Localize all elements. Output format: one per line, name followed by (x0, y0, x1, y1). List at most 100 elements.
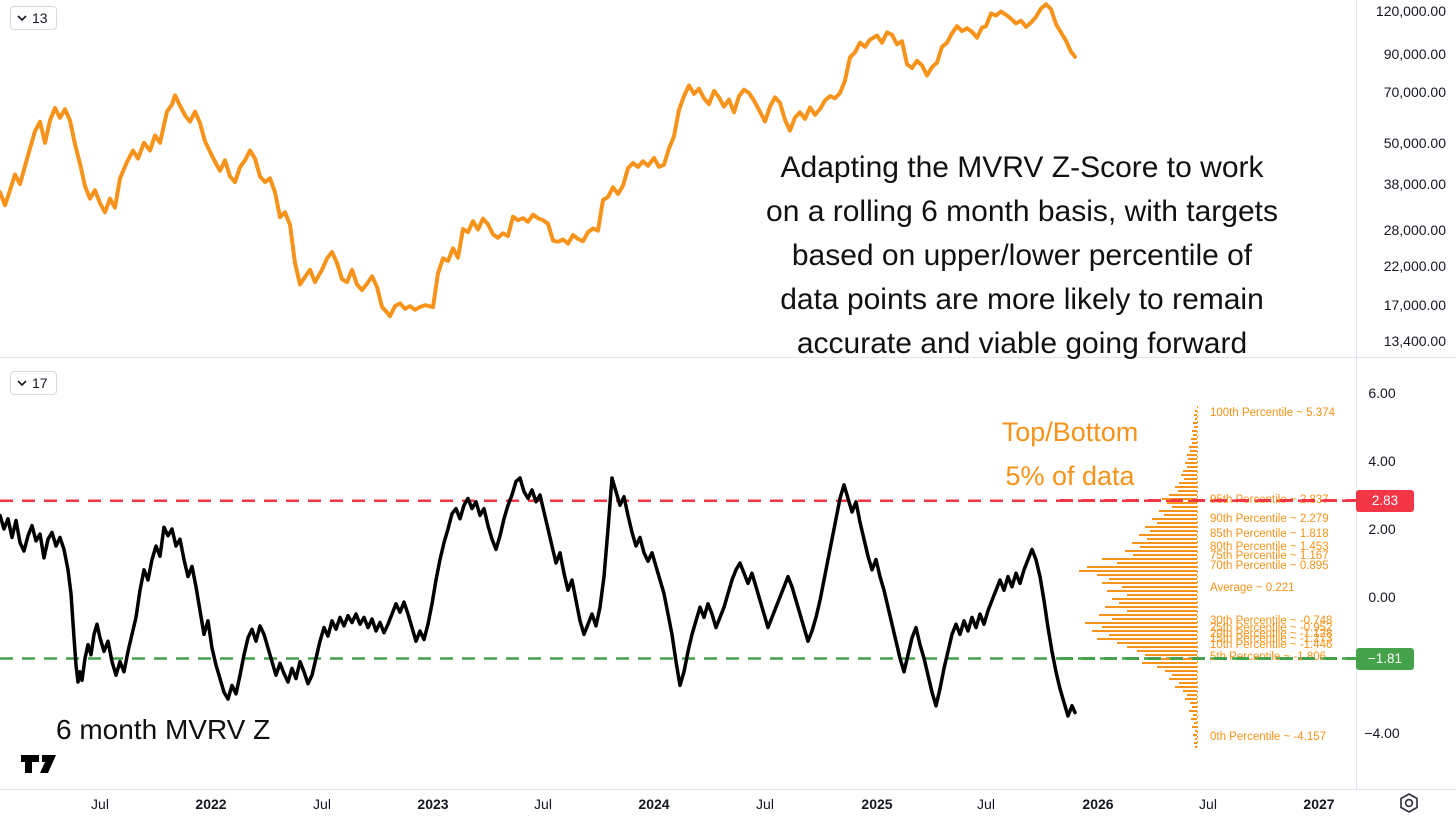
histogram-bar (1189, 710, 1197, 712)
z-axis-label: 0.00 (1368, 589, 1396, 605)
histogram-bar (1172, 506, 1197, 508)
histogram-bar (1193, 422, 1197, 424)
z-axis-label: 6.00 (1368, 385, 1396, 401)
histogram-bar (1192, 430, 1197, 432)
histogram-bar (1165, 670, 1197, 672)
histogram-bar (1169, 678, 1197, 680)
series-label-annotation[interactable]: 6 month MVRV Z (56, 714, 271, 745)
price-scale-divider (1356, 0, 1357, 789)
percentile-label: 15th Percentile ~ -1.273 (1210, 633, 1333, 645)
price-axis-label: 22,000.00 (1383, 258, 1446, 274)
histogram-bar (1195, 746, 1197, 748)
histogram-bar (1112, 598, 1197, 600)
histogram-bar (1169, 494, 1197, 496)
histogram-bar (1117, 642, 1197, 644)
percentile-label: 100th Percentile ~ 5.374 (1210, 407, 1335, 419)
histogram-bar (1125, 550, 1197, 552)
histogram-bar (1105, 606, 1197, 608)
histogram-bar (1187, 466, 1197, 468)
histogram-bar (1183, 470, 1197, 472)
top-bottom-note-line: Top/Bottom (1001, 417, 1139, 447)
lower-level-dash-overlay[interactable] (1060, 657, 1356, 660)
pane-2-collapse-badge[interactable]: 17 (10, 371, 57, 395)
time-axis-label: 2022 (195, 796, 227, 812)
histogram-bar (1122, 586, 1197, 588)
percentile-label: 85th Percentile ~ 1.818 (1210, 528, 1329, 540)
histogram-bar (1194, 414, 1197, 416)
pane-divider[interactable] (0, 357, 1456, 358)
histogram-bar (1117, 562, 1197, 564)
histogram-bar (1127, 610, 1197, 612)
percentile-label: 20th Percentile ~ -1.128 (1210, 628, 1333, 640)
time-axis-label: 2026 (1082, 796, 1114, 812)
main-note-annotation[interactable]: Adapting the MVRV Z-Score to work on a ro… (722, 146, 1322, 366)
z-axis-label: 4.00 (1368, 453, 1396, 469)
histogram-bar (1102, 558, 1197, 560)
percentile-label: 80th Percentile ~ 1.453 (1210, 541, 1329, 553)
upper-level-dash-overlay[interactable] (1060, 499, 1356, 502)
price-axis-label: 70,000.00 (1383, 84, 1446, 100)
histogram-bar (1102, 582, 1197, 584)
histogram-bar (1152, 518, 1197, 520)
histogram-bar (1157, 522, 1197, 524)
histogram-bar (1119, 602, 1197, 604)
time-axis-label: Jul (91, 796, 109, 812)
histogram-bar (1102, 626, 1197, 628)
histogram-bar (1164, 514, 1197, 516)
histogram-bar (1195, 730, 1197, 732)
histogram-bar (1193, 734, 1197, 736)
histogram-bar (1099, 614, 1197, 616)
percentile-label: 30th Percentile ~ -0.748 (1210, 615, 1333, 627)
histogram-bar (1079, 570, 1197, 572)
histogram-bar (1188, 458, 1197, 460)
histogram-bar (1150, 530, 1197, 532)
histogram-bar (1175, 486, 1197, 488)
histogram-bar (1112, 618, 1197, 620)
time-axis-label: 2023 (417, 796, 449, 812)
top-bottom-note-annotation[interactable]: Top/Bottom 5% of data (960, 410, 1180, 498)
histogram-bar (1132, 542, 1197, 544)
histogram-bar (1192, 442, 1197, 444)
pane-1-indicator-count: 13 (32, 10, 48, 26)
price-axis-label: 90,000.00 (1383, 46, 1446, 62)
price-axis-label: 13,400.00 (1383, 333, 1446, 349)
histogram-bar (1145, 526, 1197, 528)
percentile-label: 90th Percentile ~ 2.279 (1210, 513, 1329, 525)
histogram-bar (1085, 622, 1197, 624)
time-axis-label: 2025 (861, 796, 893, 812)
pane-1-collapse-badge[interactable]: 13 (10, 6, 57, 30)
time-axis-label: 2024 (638, 796, 670, 812)
histogram-bar (1133, 554, 1197, 556)
histogram-bar (1194, 742, 1197, 744)
histogram-bar (1191, 718, 1197, 720)
chevron-down-icon (17, 15, 27, 21)
histogram-bar (1192, 706, 1197, 708)
time-axis-label: Jul (313, 796, 331, 812)
price-axis-label: 17,000.00 (1383, 297, 1446, 313)
histogram-bar (1107, 590, 1197, 592)
percentile-label: 75th Percentile ~ 1.167 (1210, 550, 1329, 562)
percentile-label: Average ~ 0.221 (1210, 582, 1295, 594)
histogram-bar (1185, 462, 1197, 464)
price-axis-label: 50,000.00 (1383, 135, 1446, 151)
histogram-bar (1092, 630, 1197, 632)
histogram-bar (1139, 534, 1197, 536)
histogram-bar (1185, 698, 1197, 700)
main-note-line: accurate and viable going forward (796, 327, 1248, 360)
main-note-line: on a rolling 6 month basis, with targets (766, 195, 1278, 228)
z-axis-label: 2.00 (1368, 521, 1396, 537)
histogram-bar (1167, 502, 1197, 504)
histogram-bar (1097, 638, 1197, 640)
main-note-line: data points are more likely to remain (780, 283, 1264, 316)
tradingview-logo[interactable] (20, 753, 58, 775)
histogram-bar (1179, 682, 1197, 684)
top-bottom-note-line: 5% of data (1005, 461, 1135, 491)
histogram-bar (1195, 738, 1197, 740)
histogram-bar (1145, 654, 1197, 656)
histogram-bar (1193, 714, 1197, 716)
histogram-bar (1172, 674, 1197, 676)
settings-icon[interactable] (1397, 792, 1421, 814)
time-axis-label: Jul (1199, 796, 1217, 812)
price-axis-label: 38,000.00 (1383, 176, 1446, 192)
